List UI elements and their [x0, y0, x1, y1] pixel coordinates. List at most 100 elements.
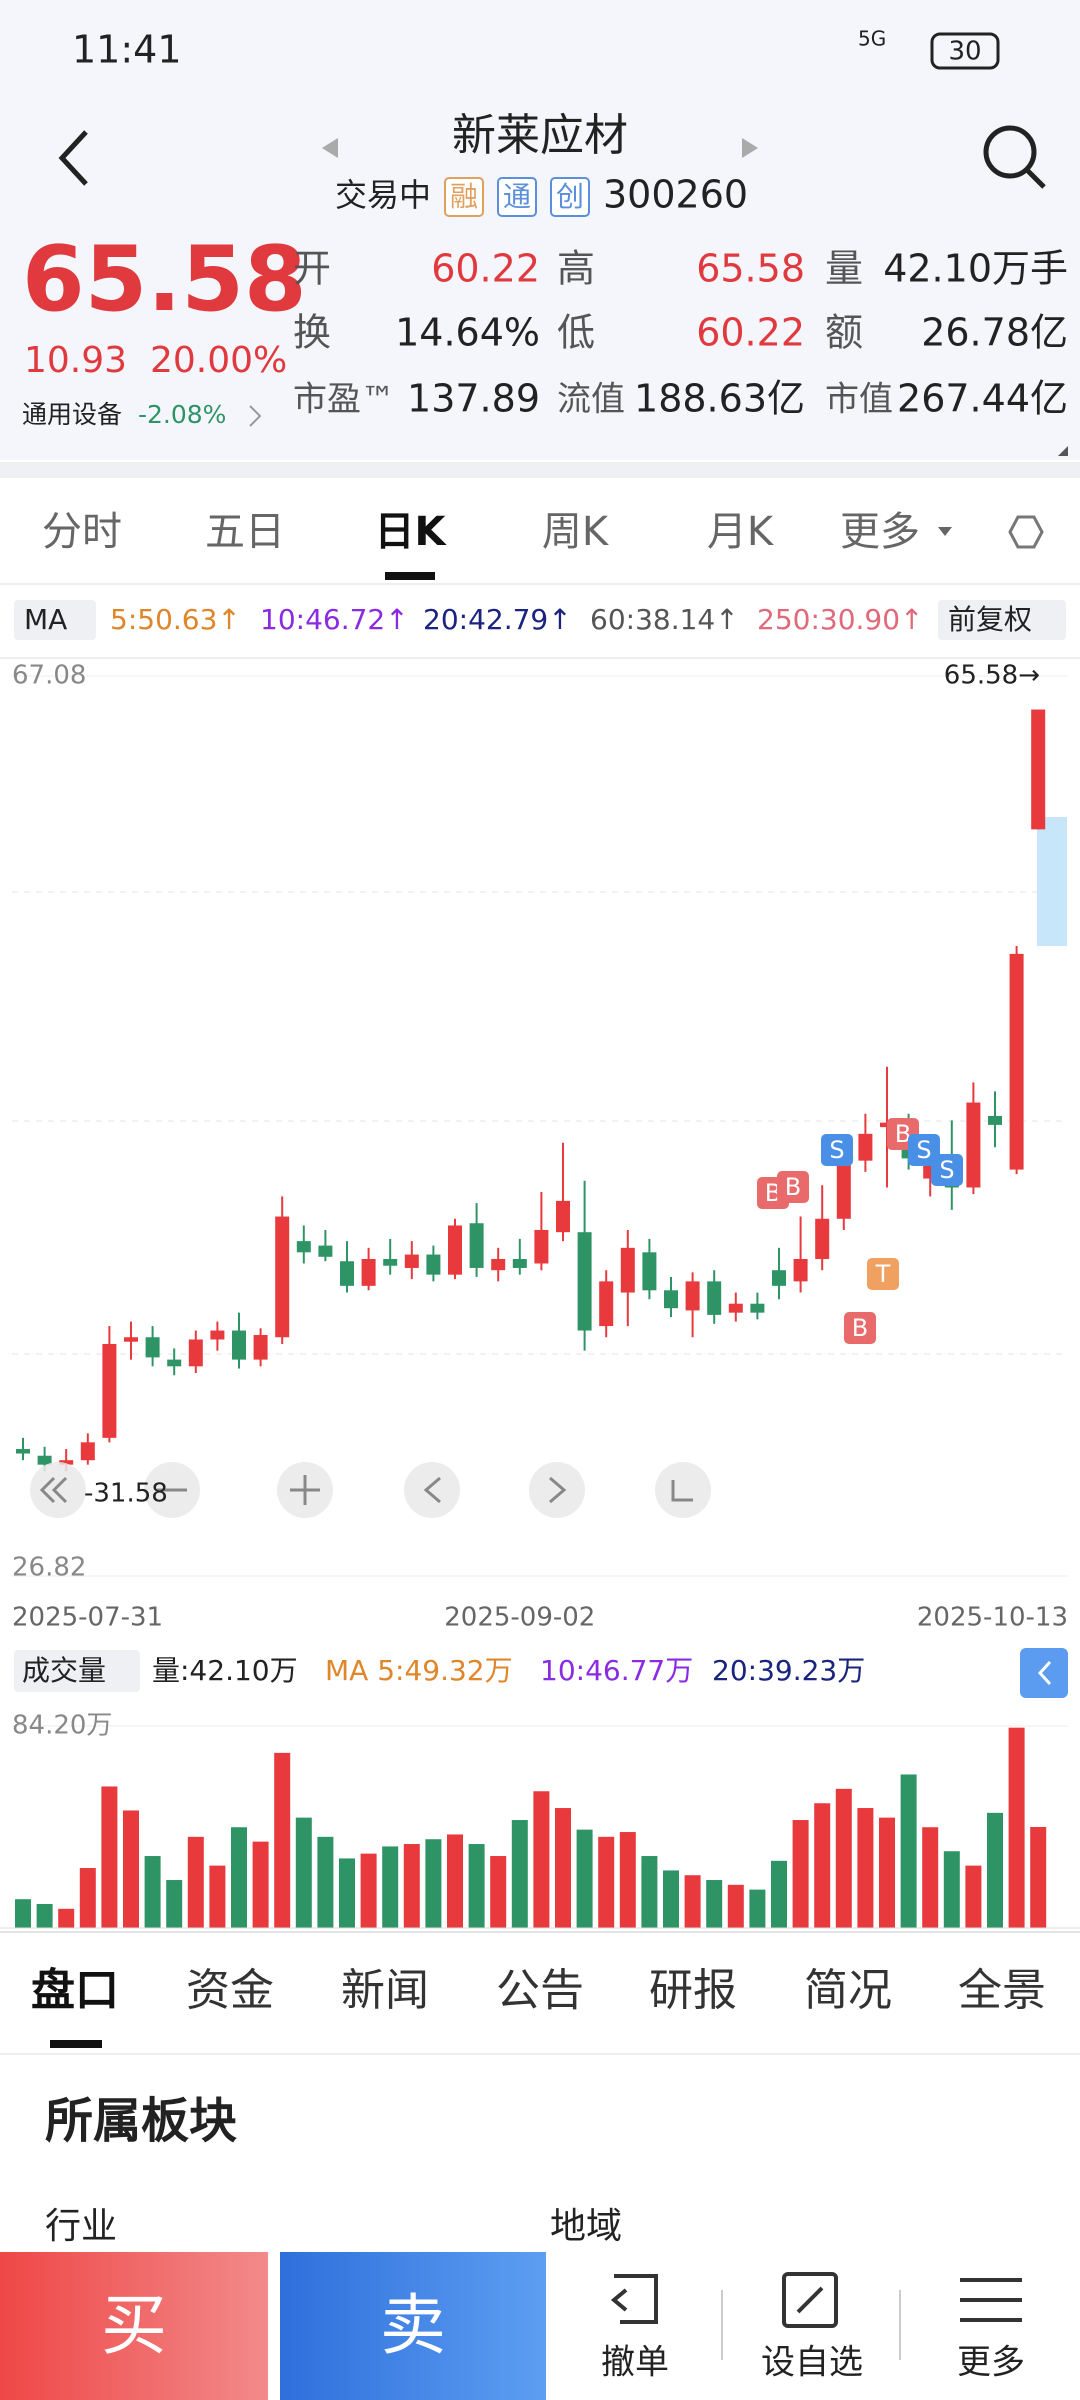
volume-bar — [15, 1899, 31, 1928]
candle-body — [469, 1223, 484, 1268]
volume-bar — [814, 1803, 831, 1928]
volume-bar — [511, 1820, 528, 1928]
tab[interactable]: 分时 — [42, 509, 122, 555]
candle-body — [793, 1259, 808, 1282]
volume-bar — [749, 1889, 766, 1928]
stat-label: 低 — [557, 311, 595, 355]
adjust[interactable]: 前复权 — [948, 603, 1032, 636]
volume-bar — [663, 1870, 679, 1928]
volume-bar — [123, 1810, 139, 1928]
tab[interactable]: 五日 — [205, 509, 285, 555]
collapse-button[interactable] — [1020, 1648, 1068, 1698]
sector-pct: -2.08% — [138, 400, 226, 429]
ma-selector-bg[interactable] — [14, 600, 96, 640]
tab[interactable]: 月K — [707, 509, 775, 555]
candle-body — [37, 1455, 52, 1465]
search-button[interactable] — [983, 125, 1037, 179]
tab[interactable]: 日K — [375, 509, 448, 555]
volume-bar — [252, 1841, 269, 1928]
stat-label: 换 — [293, 311, 331, 355]
zoom-icon — [39, 1476, 68, 1504]
volume-bar — [684, 1875, 701, 1928]
sector-arrow[interactable] — [249, 405, 262, 427]
time: 11:41 — [72, 28, 182, 72]
sell-button[interactable] — [280, 2252, 546, 2400]
candle-body — [534, 1229, 549, 1264]
stat-value: 14.64% — [395, 311, 540, 355]
x-tick-label: 2025-10-13 — [917, 1603, 1068, 1633]
sell-label[interactable]: 卖 — [380, 2287, 446, 2364]
stock-code: 300260 — [603, 173, 748, 217]
zoom-control[interactable] — [404, 1462, 460, 1518]
stat-value: 65.58 — [696, 247, 805, 291]
buy-button[interactable] — [0, 2252, 268, 2400]
badge-bg — [444, 177, 484, 217]
volume-bar — [1008, 1727, 1025, 1928]
tab-underline — [385, 572, 435, 580]
stat-label: 开 — [293, 247, 331, 291]
detail-tab[interactable]: 公告 — [496, 1965, 584, 2016]
next-stock[interactable] — [742, 138, 758, 158]
zoom-icon — [423, 1476, 441, 1504]
signal: S — [829, 1136, 844, 1164]
candle-body — [232, 1330, 246, 1360]
detail-tab[interactable]: 盘口 — [31, 1965, 119, 2016]
badge-bg — [497, 177, 537, 217]
signal: S — [916, 1136, 931, 1164]
signal-badge — [844, 1312, 876, 1344]
detail-tab[interactable]: 新闻 — [341, 1965, 429, 2016]
detail-tab[interactable]: 资金 — [186, 1965, 274, 2016]
section-title: 所属板块 — [45, 2093, 237, 2149]
detail-tab[interactable]: 全景 — [958, 1965, 1046, 2016]
zoom-control[interactable] — [655, 1462, 711, 1518]
zoom-control[interactable] — [30, 1462, 86, 1518]
detail-underline — [50, 2040, 102, 2048]
price: 65.58 — [22, 227, 307, 332]
volume-bar — [900, 1774, 917, 1928]
stat-value: 60.22 — [696, 311, 805, 355]
volume-bar — [403, 1844, 420, 1928]
candle-body — [858, 1133, 873, 1161]
back-button[interactable] — [58, 130, 88, 186]
volume-bar — [317, 1836, 334, 1928]
volume-bar — [382, 1846, 399, 1928]
prev-stock[interactable] — [322, 138, 338, 158]
action-label[interactable]: 设自选 — [761, 2343, 863, 2383]
ma-item: 20:42.79↑ — [423, 603, 572, 636]
signal-badge — [777, 1171, 809, 1203]
stat-label: 额 — [825, 311, 863, 355]
detail-tab[interactable]: 简况 — [804, 1965, 892, 2016]
vol-selector-bg[interactable] — [14, 1650, 140, 1692]
undo-icon — [610, 2274, 658, 2324]
vol-selector[interactable]: 成交量 — [22, 1654, 106, 1687]
candle-body — [188, 1339, 203, 1367]
badge: 通 — [503, 180, 531, 213]
dropdown-arrow — [938, 527, 952, 536]
section-left: 行业 — [45, 2206, 117, 2247]
ma-item: 60:38.14↑ — [590, 603, 739, 636]
ma-selector[interactable]: MA — [24, 603, 67, 636]
action-label[interactable]: 撤单 — [601, 2343, 669, 2383]
action-label[interactable]: 更多 — [957, 2343, 1025, 2383]
candle-body — [275, 1216, 290, 1338]
candle-body — [664, 1290, 678, 1309]
volume-bar — [727, 1884, 744, 1928]
candle-body — [620, 1247, 635, 1293]
settings-button[interactable] — [1008, 515, 1044, 549]
stat-value: 26.78亿 — [921, 311, 1068, 355]
battery — [930, 32, 1000, 70]
zoom-control[interactable] — [529, 1462, 585, 1518]
detail-tab[interactable]: 研报 — [649, 1965, 737, 2016]
expand-corner[interactable] — [1058, 446, 1068, 456]
battery-level: 30 — [948, 37, 981, 67]
buy-label[interactable]: 买 — [101, 2287, 167, 2364]
vol-ma-item: MA 5:49.32万 — [325, 1654, 513, 1687]
candle-body — [491, 1259, 506, 1271]
candle-body — [577, 1232, 592, 1331]
stat-label: 流值 — [557, 380, 625, 420]
watch-icon — [782, 2272, 838, 2328]
tab[interactable]: 更多 — [840, 509, 920, 555]
tab[interactable]: 周K — [542, 509, 610, 555]
adjust-bg[interactable] — [938, 600, 1066, 640]
signal: S — [939, 1156, 954, 1184]
